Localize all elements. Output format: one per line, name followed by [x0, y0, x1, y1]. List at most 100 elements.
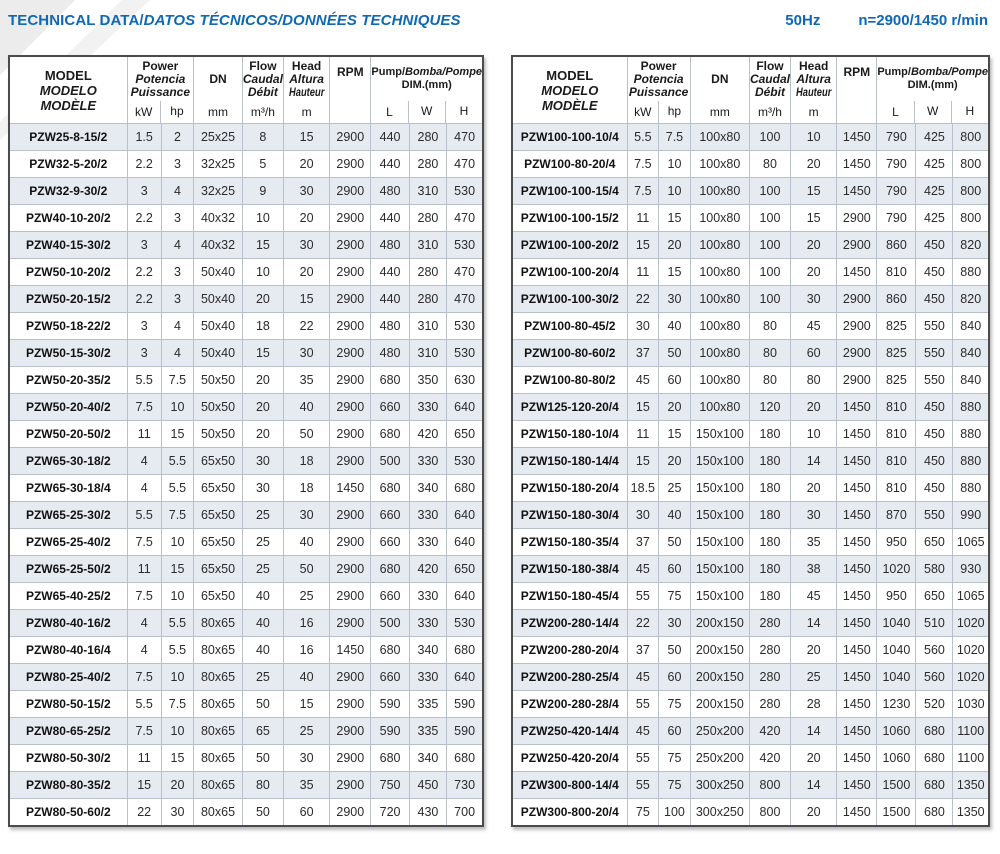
- cell-dim-h: 530: [446, 312, 484, 340]
- cell-head: 16: [282, 636, 331, 664]
- cell-dim-w: 335: [408, 690, 448, 718]
- cell-dim-w: 280: [408, 285, 448, 313]
- cell-model: PZW80-65-25/2: [8, 717, 128, 745]
- cell-model: PZW65-30-18/4: [8, 474, 128, 502]
- table-row: PZW50-20-35/2 5.5 7.5 50x50 20 35 2900 680 350 63…: [8, 366, 484, 394]
- cell-power-hp: 30: [658, 609, 691, 637]
- cell-dim-l: 660: [370, 663, 410, 691]
- cell-head: 40: [282, 393, 331, 421]
- cell-power-hp: 3: [160, 150, 195, 178]
- cell-model: PZW50-20-35/2: [8, 366, 128, 394]
- cell-flow: 10: [241, 204, 284, 232]
- cell-model: PZW100-100-15/4: [511, 177, 628, 205]
- unit-kw: kW: [634, 105, 652, 119]
- cell-power-hp: 50: [658, 339, 691, 367]
- spec-table-left: MODEL MODELO MODÈLE Power Potencia Puiss…: [8, 55, 485, 827]
- cell-dim-h: 650: [446, 420, 484, 448]
- cell-dim-w: 280: [408, 123, 448, 151]
- cell-dn: 80x65: [193, 636, 243, 664]
- cell-power-hp: 4: [160, 339, 195, 367]
- cell-dn: 100x80: [689, 339, 750, 367]
- cell-rpm: 2900: [329, 555, 372, 583]
- cell-model: PZW80-50-15/2: [8, 690, 128, 718]
- cell-model: PZW300-800-20/4: [511, 798, 628, 826]
- cell-rpm: 2900: [329, 393, 372, 421]
- cell-head: 30: [789, 285, 838, 313]
- cell-dim-h: 1350: [952, 798, 990, 826]
- cell-head: 50: [282, 555, 331, 583]
- unit-w: W: [407, 101, 445, 123]
- col-header-model: MODEL MODELO MODÈLE: [511, 55, 628, 124]
- cell-model: PZW100-100-15/2: [511, 204, 628, 232]
- cell-model: PZW32-5-20/2: [8, 150, 128, 178]
- cell-dim-l: 1500: [876, 771, 917, 799]
- cell-power-hp: 4: [160, 177, 195, 205]
- cell-rpm: 1450: [836, 771, 878, 799]
- table-row: PZW50-18-22/2 3 4 50x40 18 22 2900 480 310 530: [8, 312, 484, 340]
- cell-rpm: 2900: [836, 366, 878, 394]
- cell-model: PZW40-10-20/2: [8, 204, 128, 232]
- cell-dim-h: 1350: [952, 771, 990, 799]
- cell-power-kw: 15: [126, 771, 162, 799]
- cell-dim-w: 510: [915, 609, 954, 637]
- cell-head: 14: [789, 447, 838, 475]
- operating-specs: 50Hz n=2900/1450 r/min: [785, 12, 988, 29]
- page-title-en: TECHNICAL DATA/: [8, 12, 144, 29]
- cell-power-kw: 22: [626, 285, 660, 313]
- cell-power-kw: 37: [626, 636, 660, 664]
- cell-flow: 80: [241, 771, 284, 799]
- cell-head: 15: [789, 204, 838, 232]
- cell-power-kw: 11: [126, 420, 162, 448]
- cell-power-hp: 20: [160, 771, 195, 799]
- cell-rpm: 1450: [836, 420, 878, 448]
- cell-power-kw: 4: [126, 636, 162, 664]
- cell-dim-l: 950: [876, 582, 917, 610]
- cell-rpm: 1450: [836, 501, 878, 529]
- cell-power-hp: 30: [160, 798, 195, 826]
- cell-dim-w: 420: [408, 555, 448, 583]
- cell-dim-h: 840: [952, 339, 990, 367]
- cell-dim-h: 530: [446, 447, 484, 475]
- cell-rpm: 2900: [329, 528, 372, 556]
- speed-label: n=2900/1450 r/min: [858, 12, 988, 29]
- cell-rpm: 1450: [836, 636, 878, 664]
- cell-model: PZW65-25-30/2: [8, 501, 128, 529]
- cell-flow: 180: [748, 501, 791, 529]
- cell-power-kw: 2.2: [126, 150, 162, 178]
- cell-power-hp: 50: [658, 636, 691, 664]
- table-row: PZW50-20-40/2 7.5 10 50x50 20 40 2900 660 330 640: [8, 393, 484, 421]
- table-row: PZW100-100-15/4 7.5 10 100x80 100 15 1450 790 42…: [511, 177, 990, 205]
- cell-power-kw: 7.5: [126, 663, 162, 691]
- cell-dim-w: 330: [408, 528, 448, 556]
- cell-dim-l: 720: [370, 798, 410, 826]
- cell-dim-l: 1060: [876, 717, 917, 745]
- cell-power-hp: 3: [160, 204, 195, 232]
- cell-power-hp: 4: [160, 231, 195, 259]
- table-row: PZW100-100-20/4 11 15 100x80 100 20 1450 810 450…: [511, 258, 990, 286]
- cell-model: PZW200-280-28/4: [511, 690, 628, 718]
- cell-dn: 80x65: [193, 690, 243, 718]
- cell-rpm: 2900: [329, 150, 372, 178]
- cell-model: PZW150-180-45/4: [511, 582, 628, 610]
- col-header-power: Power Potencia Puissance kW hp: [626, 55, 691, 124]
- cell-dim-l: 680: [370, 744, 410, 772]
- tables-container: MODEL MODELO MODÈLE Power Potencia Puiss…: [8, 55, 990, 827]
- table-row: PZW65-25-40/2 7.5 10 65x50 25 40 2900 660 330 640: [8, 528, 484, 556]
- table-row: PZW40-15-30/2 3 4 40x32 15 30 2900 480 310 530: [8, 231, 484, 259]
- cell-dn: 32x25: [193, 150, 243, 178]
- cell-rpm: 1450: [836, 555, 878, 583]
- table-row: PZW80-40-16/2 4 5.5 80x65 40 16 2900 500 330 530: [8, 609, 484, 637]
- cell-power-hp: 5.5: [160, 636, 195, 664]
- table-row: PZW80-65-25/2 7.5 10 80x65 65 25 2900 590 335 590: [8, 717, 484, 745]
- cell-dim-h: 820: [952, 285, 990, 313]
- cell-head: 20: [789, 744, 838, 772]
- table-row: PZW80-50-60/2 22 30 80x65 50 60 2900 720 430 700: [8, 798, 484, 826]
- cell-dim-h: 680: [446, 636, 484, 664]
- cell-dim-h: 1030: [952, 690, 990, 718]
- cell-flow: 180: [748, 528, 791, 556]
- cell-dim-l: 680: [370, 636, 410, 664]
- unit-h: H: [444, 101, 482, 123]
- cell-dim-h: 470: [446, 258, 484, 286]
- cell-dn: 200x150: [689, 690, 750, 718]
- cell-flow: 120: [748, 393, 791, 421]
